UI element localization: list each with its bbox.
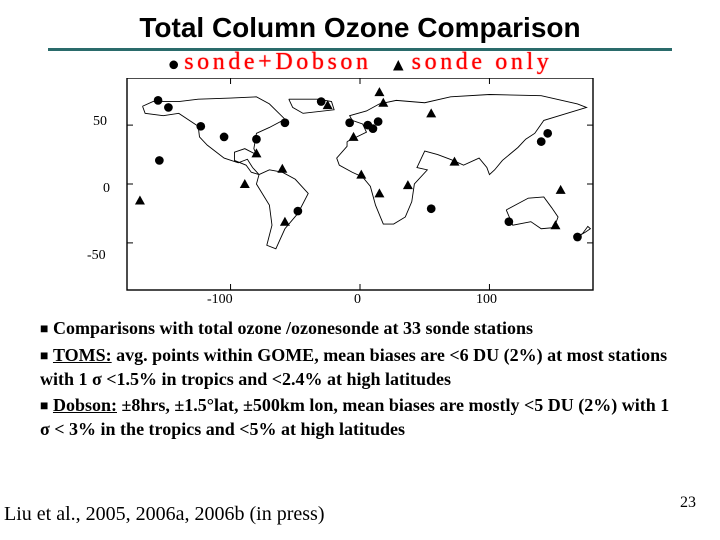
- xtick-label: -100: [207, 292, 233, 308]
- triangle-marker: ▲: [389, 54, 407, 74]
- world-map-plot: 50 0 -50 -100 0 100: [125, 78, 595, 308]
- dot-marker: ●: [168, 53, 180, 75]
- xtick-label: 0: [354, 292, 361, 308]
- legend: ● sonde+Dobson ▲ sonde only: [0, 49, 720, 76]
- citation: Liu et al., 2005, 2006a, 2006b (in press…: [4, 503, 325, 526]
- bullet-item: ■ TOMS: avg. points within GOME, mean bi…: [40, 343, 680, 392]
- bullet-item: ■ Comparisons with total ozone /ozoneson…: [40, 316, 680, 340]
- ytick-label: 0: [103, 181, 110, 197]
- ytick-label: 50: [93, 114, 107, 130]
- ytick-label: -50: [87, 248, 106, 264]
- legend-label-2: sonde only: [412, 49, 553, 75]
- bullet-list: ■ Comparisons with total ozone /ozoneson…: [40, 316, 680, 441]
- xtick-label: 100: [476, 292, 497, 308]
- legend-label-1: sonde+Dobson: [184, 49, 371, 75]
- bullet-item: ■ Dobson: ±8hrs, ±1.5°lat, ±500km lon, m…: [40, 393, 680, 442]
- page-title: Total Column Ozone Comparison: [0, 0, 720, 48]
- page-number: 23: [680, 494, 696, 512]
